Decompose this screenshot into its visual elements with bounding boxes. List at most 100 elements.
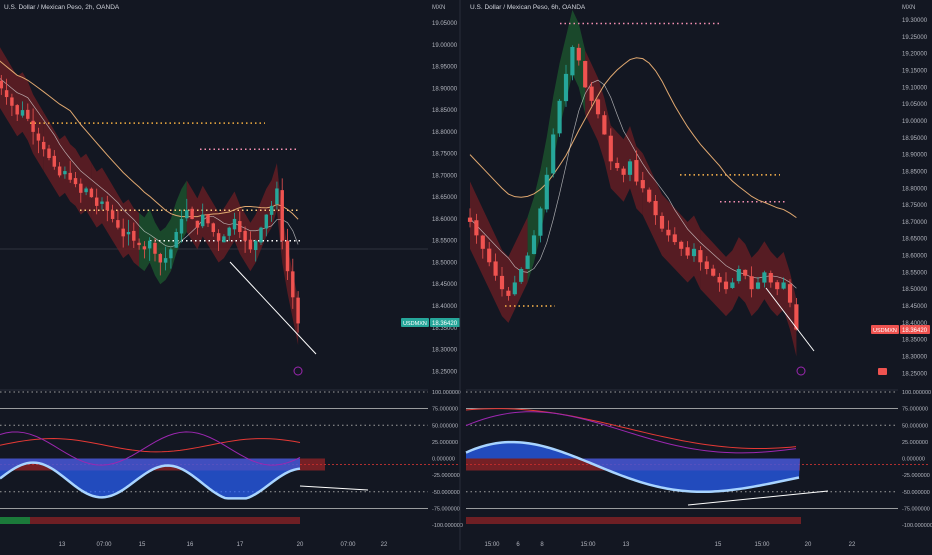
candle-body <box>190 208 194 219</box>
candle-body <box>551 134 556 174</box>
time-tick-label: 15 <box>139 542 146 548</box>
candle-body <box>563 73 569 102</box>
price-tick-label: 18.75000 <box>432 152 458 158</box>
candle-body <box>232 218 237 230</box>
candle-body <box>84 188 88 193</box>
price-tick-label: 18.30000 <box>432 348 458 354</box>
candle-body <box>711 268 716 276</box>
candle-body <box>647 189 652 202</box>
candle-body <box>0 80 4 89</box>
oscillator-tick-label: 100.000000 <box>902 390 931 396</box>
oscillator-tick-label: 50.000000 <box>902 423 928 429</box>
symbol-tag <box>871 325 899 334</box>
time-tick-label: 13 <box>623 542 630 548</box>
candle-body <box>121 228 125 237</box>
price-tick-label: 18.40000 <box>902 321 928 327</box>
time-tick-label: 6 <box>516 542 520 548</box>
trend-cloud <box>642 153 701 290</box>
price-tick-label: 18.85000 <box>902 169 928 175</box>
price-tick-label: 19.00000 <box>432 43 458 49</box>
price-tick-label: 18.50000 <box>902 287 928 293</box>
time-tick-label: 15:00 <box>484 542 500 548</box>
price-tick-label: 18.65000 <box>902 237 928 243</box>
time-tick-label: 20 <box>297 542 304 548</box>
candle-body <box>163 258 168 263</box>
candle-body <box>499 275 505 290</box>
oscillator-purple-line <box>465 411 797 454</box>
candle-body <box>89 188 94 198</box>
candle-body <box>31 120 35 132</box>
price-tick-label: 18.25000 <box>902 371 928 377</box>
price-tick-label: 18.85000 <box>432 108 458 114</box>
candle-body <box>480 235 485 249</box>
candle-body <box>158 254 163 263</box>
flash-icon[interactable] <box>796 366 806 376</box>
candle-body <box>26 109 30 119</box>
candle-body <box>269 205 274 215</box>
candle-body <box>211 223 216 232</box>
candle-body <box>679 241 684 249</box>
candle-body <box>467 217 473 222</box>
candle-body <box>132 230 136 241</box>
candle-body <box>730 282 735 288</box>
candle-body <box>621 168 626 175</box>
candle-body <box>126 232 131 235</box>
time-tick-label: 8 <box>540 542 544 548</box>
candle-body <box>755 282 761 289</box>
candle-body <box>615 162 620 169</box>
candle-body <box>685 247 690 256</box>
time-tick-label: 13 <box>59 542 66 548</box>
candle-body <box>248 239 253 250</box>
oscillator-trend-line <box>687 490 829 506</box>
candle-body <box>200 214 205 227</box>
candle-body <box>723 281 729 290</box>
candle-body <box>608 135 613 162</box>
trend-cloud <box>470 181 528 323</box>
candle-body <box>634 160 639 182</box>
candle-body <box>222 236 226 243</box>
candle-body <box>531 235 537 254</box>
price-tick-label: 18.35000 <box>902 338 928 344</box>
candle-body <box>73 178 78 185</box>
price-tick-label: 19.00000 <box>902 119 928 125</box>
flash-icon[interactable] <box>293 366 303 376</box>
signal-strip-green <box>0 517 30 524</box>
candle-body <box>291 271 295 298</box>
candle-body <box>94 197 99 206</box>
price-tick-label: 18.35000 <box>432 326 458 332</box>
last-price-tag <box>430 318 460 327</box>
fast-average-line <box>0 78 299 248</box>
trend-cloud <box>0 47 44 172</box>
trend-cloud <box>139 180 187 285</box>
price-tick-label: 18.25000 <box>432 369 458 375</box>
oscillator-red-line <box>0 438 301 453</box>
signal-strip <box>466 517 801 524</box>
candle-body <box>142 246 147 250</box>
symbol-tag <box>401 318 429 327</box>
candle-body <box>698 250 703 263</box>
candle-body <box>736 269 741 282</box>
oscillator-purple-line <box>0 431 301 466</box>
candle-body <box>243 230 247 241</box>
oscillator-tick-label: -25.000000 <box>432 473 460 479</box>
time-tick-label: 15 <box>715 542 722 548</box>
candle-body <box>253 240 258 251</box>
price-tick-label: 18.45000 <box>902 304 928 310</box>
oscillator-wave-area <box>0 458 300 499</box>
candle-body <box>794 304 799 330</box>
oscillator-tick-label: -75.000000 <box>432 506 460 512</box>
candle-body <box>296 297 300 324</box>
last-price-tag <box>900 325 930 334</box>
candle-body <box>493 261 498 276</box>
screenshot-icon[interactable] <box>878 368 887 375</box>
price-tick-label: 18.75000 <box>902 203 928 209</box>
candle-body <box>787 284 793 303</box>
candle-body <box>280 190 284 241</box>
candle-body <box>227 227 231 236</box>
price-tick-label: 18.60000 <box>902 254 928 260</box>
signal-strip <box>0 517 300 524</box>
candle-body <box>47 148 51 158</box>
oscillator-tick-label: 0.000000 <box>902 457 925 463</box>
